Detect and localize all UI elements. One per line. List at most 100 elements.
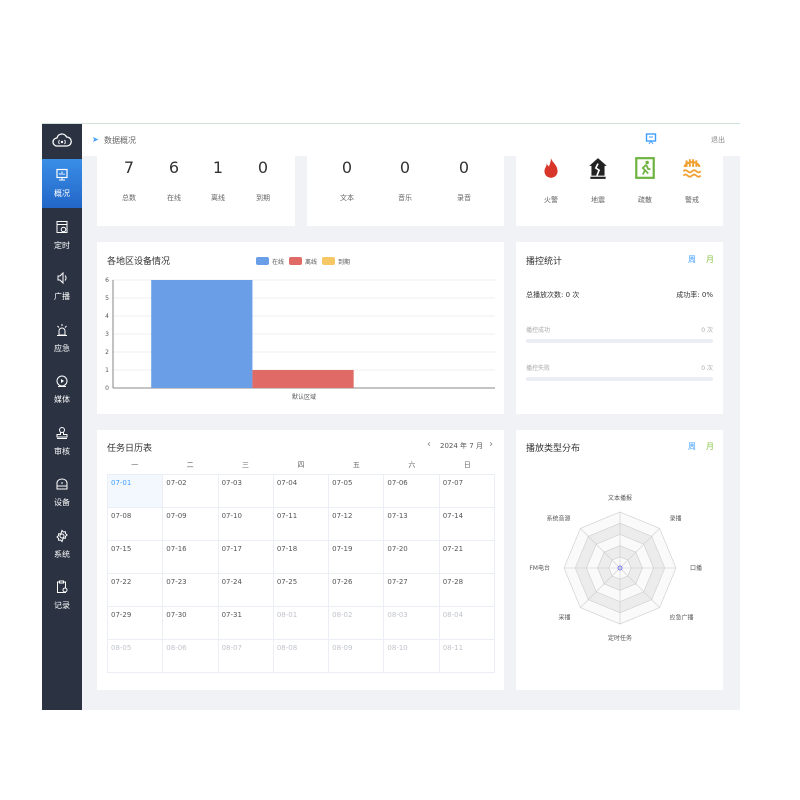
calendar-day[interactable]: 07-07 — [438, 474, 496, 508]
sidebar-item-3[interactable]: 应急 — [42, 314, 82, 363]
calendar-day[interactable]: 07-30 — [162, 606, 219, 640]
calendar-day[interactable]: 07-06 — [383, 474, 440, 508]
calendar-day[interactable]: 07-31 — [217, 606, 274, 640]
calendar-day[interactable]: 07-29 — [106, 606, 164, 640]
tab-month[interactable]: 月 — [706, 255, 714, 264]
legend-swatch[interactable] — [322, 257, 335, 265]
sidebar-item-label: 定时 — [54, 240, 70, 250]
calendar-day[interactable]: 07-10 — [217, 507, 274, 541]
screen-display-icon[interactable] — [645, 133, 657, 147]
calendar-day[interactable]: 08-06 — [162, 639, 219, 673]
sidebar-item-2[interactable]: 广播 — [42, 262, 82, 311]
calendar-day[interactable]: 07-04 — [272, 474, 330, 508]
tab-week[interactable]: 周 — [688, 442, 696, 451]
evacuation-exit-icon[interactable] — [633, 156, 657, 184]
calendar-day[interactable]: 07-12 — [328, 507, 385, 541]
stat-label: 音乐 — [398, 194, 412, 202]
calendar-day[interactable]: 07-19 — [328, 540, 385, 574]
tab-week[interactable]: 周 — [688, 255, 696, 264]
calendar-day[interactable]: 07-23 — [162, 573, 219, 607]
monitor-chart-icon — [55, 168, 69, 184]
calendar-day[interactable]: 07-17 — [217, 540, 274, 574]
calendar-day[interactable]: 07-05 — [328, 474, 385, 508]
sidebar-item-0[interactable]: 概况 — [42, 159, 82, 208]
prev-month-button[interactable]: ‹ — [427, 439, 431, 450]
fail-label: 播控失败 — [526, 365, 551, 372]
calendar-day[interactable]: 08-07 — [217, 639, 274, 673]
radar-indicator-label: 口播 — [690, 564, 702, 572]
legend-swatch[interactable] — [256, 257, 269, 265]
play-type-distribution-card: 播放类型分布 周 月 文本播报 录播 口播 应急广播 定时任务 采播 FM电台 系统音源 — [516, 430, 723, 690]
calendar-day[interactable]: 07-22 — [106, 573, 164, 607]
bar-在线[interactable] — [151, 280, 253, 388]
earthquake-house-icon[interactable] — [586, 156, 610, 184]
emergency-label: 警戒 — [685, 196, 699, 204]
sidebar-item-5[interactable]: 审核 — [42, 417, 82, 466]
calendar-day[interactable]: 07-21 — [438, 540, 496, 574]
legend-label: 到期 — [338, 258, 350, 266]
calendar-day[interactable]: 08-05 — [106, 639, 164, 673]
weekday-label: 二 — [186, 461, 194, 469]
next-month-button[interactable]: › — [489, 439, 493, 450]
calendar-day[interactable]: 08-09 — [328, 639, 385, 673]
stat-label: 文本 — [340, 194, 354, 202]
bar-离线[interactable] — [252, 370, 354, 388]
sidebar-item-8[interactable]: 记录 — [42, 571, 82, 620]
calendar-day[interactable]: 08-11 — [438, 639, 496, 673]
stat-value: 0 — [341, 158, 353, 177]
legend-label: 离线 — [305, 258, 317, 266]
calendar-day[interactable]: 07-25 — [272, 573, 330, 607]
calendar-day[interactable]: 08-08 — [272, 639, 330, 673]
calendar-day[interactable]: 07-03 — [217, 474, 274, 508]
calendar-day[interactable]: 07-27 — [383, 573, 440, 607]
sidebar-item-label: 设备 — [54, 498, 70, 507]
stat-label: 离线 — [211, 194, 225, 202]
y-tick-label: 0 — [105, 385, 109, 392]
weekday-label: 一 — [131, 461, 139, 469]
flood-warning-icon[interactable] — [680, 156, 704, 184]
y-tick-label: 4 — [105, 313, 109, 320]
calendar-day[interactable]: 07-20 — [383, 540, 440, 574]
weekday-label: 五 — [352, 461, 360, 469]
radar-indicator-label: 采播 — [558, 613, 570, 621]
stat-value: 0 — [257, 158, 269, 177]
sidebar-item-1[interactable]: 定时 — [42, 211, 82, 260]
radar-axis — [580, 567, 621, 608]
calendar-day[interactable]: 07-13 — [383, 507, 440, 541]
legend-swatch[interactable] — [289, 257, 302, 265]
calendar-day[interactable]: 07-14 — [438, 507, 496, 541]
calendar-day[interactable]: 07-28 — [438, 573, 496, 607]
calendar-day[interactable]: 07-01 — [106, 474, 164, 508]
calendar-day[interactable]: 08-03 — [383, 606, 440, 640]
calendar-day[interactable]: 07-08 — [106, 507, 164, 541]
fire-icon[interactable] — [539, 156, 563, 184]
calendar-day[interactable]: 07-16 — [162, 540, 219, 574]
calendar-day[interactable]: 07-02 — [162, 474, 219, 508]
calendar-day[interactable]: 08-02 — [328, 606, 385, 640]
radar-data-point[interactable] — [617, 565, 623, 571]
calendar-title: 任务日历表 — [107, 444, 153, 454]
logout-button[interactable]: 退出 — [711, 136, 725, 144]
y-tick-label: 1 — [105, 367, 109, 374]
calendar-day[interactable]: 08-10 — [383, 639, 440, 673]
radar-axis — [619, 567, 660, 608]
sidebar-item-7[interactable]: 系统 — [42, 520, 82, 569]
calendar-day[interactable]: 07-15 — [106, 540, 164, 574]
calendar-day[interactable]: 08-01 — [272, 606, 330, 640]
media-count-card: 0 文本 0 音乐 0 录音 — [307, 156, 504, 226]
fail-progress-bar — [526, 377, 713, 381]
sidebar-item-6[interactable]: 设备 — [42, 468, 82, 517]
calendar-day[interactable]: 07-26 — [328, 573, 385, 607]
calendar-day[interactable]: 08-04 — [438, 606, 496, 640]
calendar-day[interactable]: 07-24 — [217, 573, 274, 607]
stat-label: 在线 — [167, 194, 181, 202]
breadcrumb: 数据概况 — [104, 136, 136, 145]
sidebar-item-4[interactable]: 媒体 — [42, 365, 82, 414]
calendar-day[interactable]: 07-18 — [272, 540, 330, 574]
total-play-count: 总播放次数: 0 次 — [526, 291, 580, 299]
calendar-day[interactable]: 07-11 — [272, 507, 330, 541]
calendar-day[interactable]: 07-09 — [162, 507, 219, 541]
tab-month[interactable]: 月 — [706, 442, 714, 451]
sidebar-item-label: 应急 — [54, 343, 70, 353]
region-device-chart-card: 各地区设备情况 0 1 2 3 4 5 6 默认区域 在线 离线 到期 — [97, 242, 504, 414]
